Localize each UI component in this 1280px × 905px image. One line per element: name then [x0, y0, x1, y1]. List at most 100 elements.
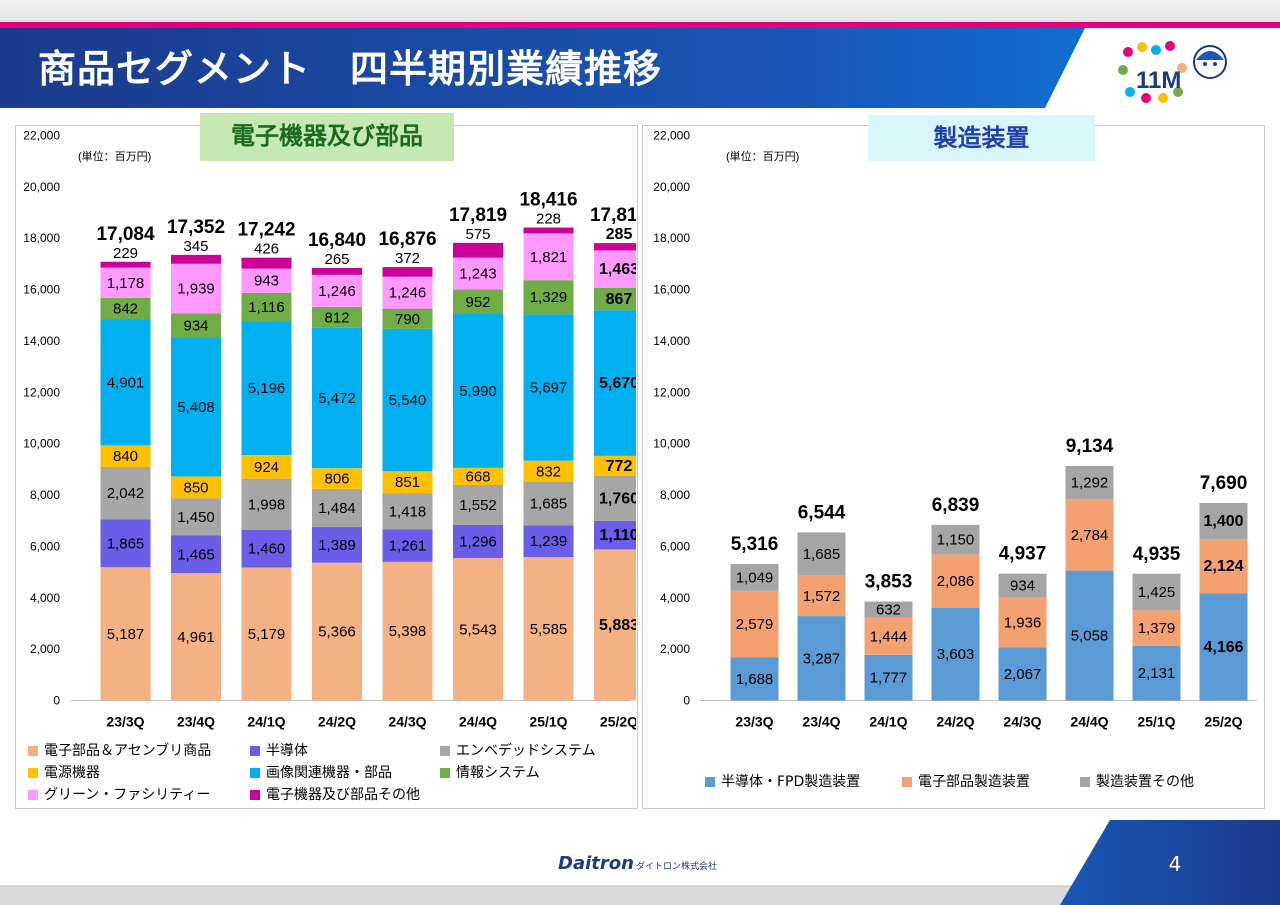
data-label: 1,685 [530, 496, 568, 513]
data-label: 1,246 [318, 283, 356, 300]
total-label: 9,134 [1066, 436, 1114, 457]
y-tick-label: 16,000 [653, 283, 690, 297]
data-label: 832 [536, 463, 561, 480]
data-label: 2,784 [1071, 527, 1109, 544]
data-label: 1,418 [389, 503, 427, 520]
bar-segment [382, 308, 433, 329]
total-label: 16,876 [378, 229, 436, 250]
y-tick-label: 4,000 [660, 591, 690, 605]
data-label: 285 [606, 226, 633, 243]
data-label: 772 [606, 458, 633, 475]
data-label: 228 [536, 211, 561, 228]
y-tick-label: 22,000 [23, 129, 60, 143]
bar-segment [241, 454, 292, 479]
bar-segment [1199, 538, 1248, 594]
y-tick-label: 18,000 [653, 231, 690, 245]
y-tick-label: 8,000 [660, 488, 690, 502]
bar-segment [523, 525, 574, 558]
total-label: 6,839 [932, 495, 980, 516]
legend-item: エンベデッドシステム [440, 740, 596, 760]
data-label: 5,697 [530, 379, 568, 396]
data-label: 5,398 [389, 623, 427, 640]
x-tick-label: 24/1Q [247, 714, 285, 730]
electronics-chart: 0 2,000 4,000 6,000 8,000 10,000 12,000 14,000 1… [23, 129, 636, 730]
total-label: 7,690 [1200, 473, 1248, 494]
total-label: 17,242 [237, 220, 295, 241]
data-label: 5,543 [459, 621, 497, 638]
legend-item: グリーン・ファシリティー [28, 784, 210, 804]
legend-label: 製造装置その他 [1096, 774, 1194, 790]
bar-segment [453, 314, 503, 468]
footer-brand-sub: ダイトロン株式会社 [636, 862, 718, 872]
data-label: 806 [324, 471, 349, 488]
bar-segment [382, 561, 433, 701]
bar-segment [523, 280, 574, 315]
data-label: 3,287 [803, 650, 841, 667]
data-label: 1,552 [459, 497, 497, 514]
data-label: 943 [254, 273, 279, 290]
data-label: 850 [183, 479, 208, 496]
data-label: 5,585 [530, 621, 568, 638]
bar-segment [312, 488, 362, 528]
bar-segment [523, 314, 574, 461]
bar-segment [1065, 499, 1114, 571]
legend-swatch [250, 768, 260, 778]
y-tick-label: 4,000 [30, 591, 60, 605]
x-tick-label: 23/4Q [177, 714, 215, 730]
x-tick-label: 24/4Q [1070, 714, 1108, 730]
data-label: 1,685 [803, 546, 841, 563]
bar-segment [312, 327, 362, 469]
y-tick-label: 6,000 [660, 539, 690, 553]
x-tick-label: 24/4Q [459, 714, 497, 730]
bar-segment [864, 601, 913, 618]
data-label: 426 [254, 241, 279, 258]
data-label: 1,243 [459, 266, 497, 283]
bar-segment [998, 647, 1047, 701]
data-label: 867 [606, 291, 633, 308]
data-label: 1,936 [1004, 615, 1042, 632]
bar-segment [864, 654, 913, 701]
data-label: 1,484 [318, 500, 356, 517]
company-logo: 11M [1118, 41, 1227, 103]
legend-label: 半導体・FPD製造装置 [721, 774, 861, 790]
data-label: 5,366 [318, 624, 356, 641]
data-label: 1,777 [870, 670, 908, 687]
bar-segment [1199, 503, 1248, 539]
bar-segment [100, 567, 151, 701]
y-tick-label: 20,000 [653, 180, 690, 194]
x-tick-label: 24/1Q [869, 714, 907, 730]
legend-swatch [28, 790, 38, 800]
bar-segment [100, 261, 151, 268]
data-label: 1,049 [736, 569, 774, 586]
y-tick-label: 14,000 [23, 334, 60, 348]
x-tick-label: 25/1Q [529, 714, 567, 730]
legend-label: グリーン・ファシリティー [44, 787, 211, 803]
data-label: 5,540 [389, 392, 427, 409]
legend-label: 半導体 [266, 743, 308, 759]
legend-swatch [28, 746, 38, 756]
y-tick-label: 0 [683, 694, 690, 708]
unit-label: (単位：百万円) [726, 149, 799, 163]
data-label: 1,444 [870, 628, 908, 645]
bar-segment [1132, 573, 1181, 611]
electronics-chart-title: 電子機器及び部品 [200, 113, 454, 161]
data-label: 265 [324, 251, 349, 268]
data-label: 1,460 [248, 541, 286, 558]
data-label: 812 [324, 309, 349, 326]
data-label: 5,179 [248, 626, 286, 643]
data-label: 934 [183, 318, 208, 335]
data-label: 1,329 [530, 289, 568, 306]
bar-segment [594, 250, 636, 288]
legend-swatch [902, 777, 912, 787]
data-label: 575 [465, 226, 490, 243]
bar-segment [453, 485, 503, 525]
bar-segment [998, 573, 1047, 598]
bar-segment [931, 554, 980, 608]
data-label: 1,296 [459, 534, 497, 551]
data-label: 1,178 [107, 275, 145, 292]
bottom-band [0, 820, 1280, 905]
logo-text: 11M [1136, 67, 1181, 94]
total-label: 16,840 [308, 230, 366, 251]
y-tick-label: 12,000 [653, 385, 690, 399]
title-band [0, 28, 1085, 108]
